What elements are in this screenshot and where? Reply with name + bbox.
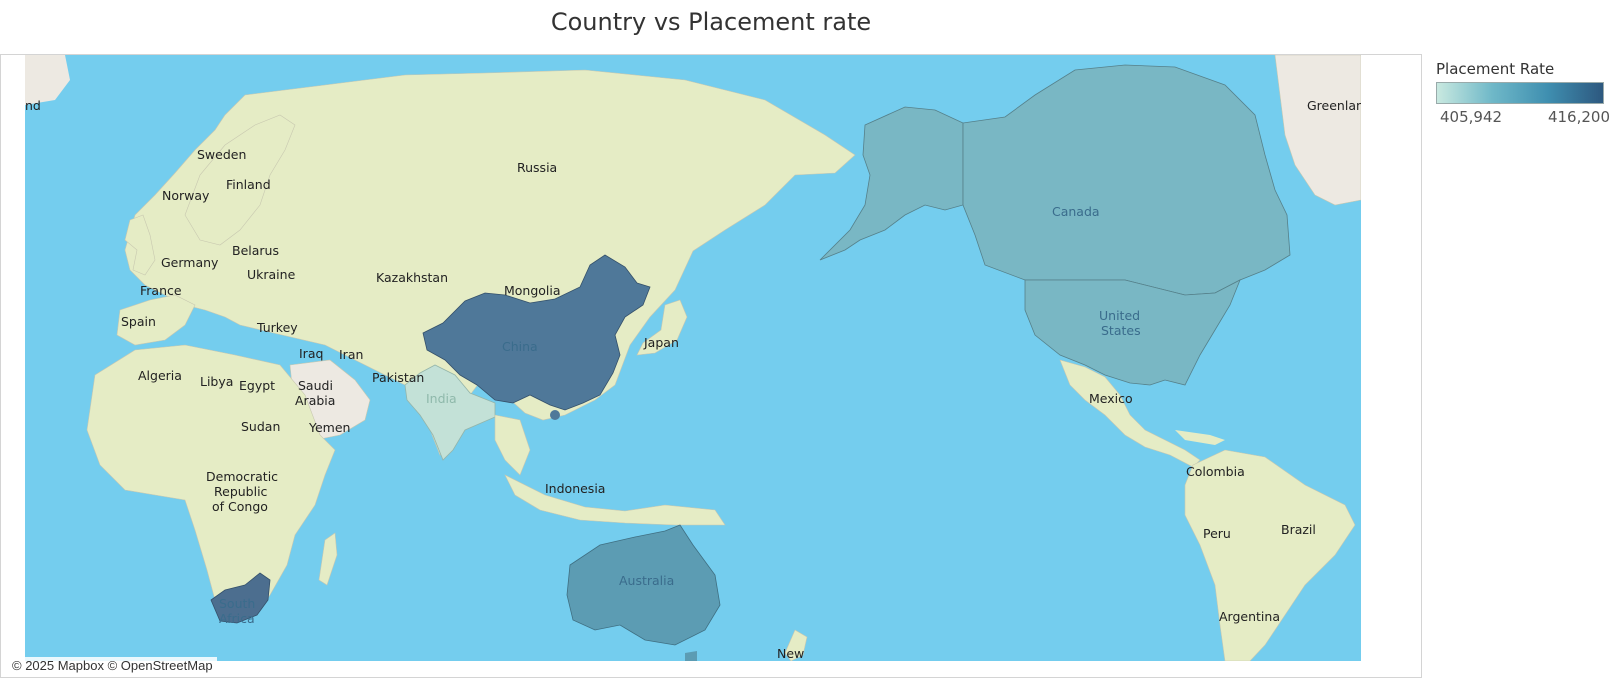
label-iceland: nd [25,98,41,113]
label-mexico: Mexico [1089,391,1133,406]
label-states: States [1101,323,1141,338]
legend-max-label: 416,200 [1547,108,1610,126]
label-turkey: Turkey [256,320,298,335]
country-china-island [550,410,560,420]
map-frame[interactable]: Russia Sweden Finland Norway Belarus Ger… [0,54,1422,678]
label-australia: Australia [619,573,674,588]
legend-gradient-bar [1436,82,1604,104]
label-sudan: Sudan [241,419,280,434]
label-south: South [219,596,255,611]
label-africa: Africa [219,611,255,626]
label-colombia: Colombia [1186,464,1245,479]
label-new: New [777,646,804,661]
land-west-europe [116,294,196,346]
label-china: China [502,339,538,354]
label-canada: Canada [1052,204,1100,219]
country-united-states [1024,279,1241,386]
label-libya: Libya [200,374,233,389]
legend-labels: 405,942 416,200 [1436,108,1610,128]
label-pakistan: Pakistan [372,370,424,385]
country-australia [566,524,721,646]
land-south-america [1184,449,1356,661]
land-indonesia [504,474,726,526]
choropleth-map[interactable]: Russia Sweden Finland Norway Belarus Ger… [25,55,1361,661]
color-legend: Placement Rate 405,942 416,200 [1436,60,1610,128]
label-india: India [426,391,457,406]
label-iran: Iran [339,347,363,362]
land-mexico [1059,359,1201,468]
country-south-africa [210,572,271,624]
label-of-congo: of Congo [212,499,268,514]
label-brazil: Brazil [1281,522,1316,537]
land-madagascar [318,532,338,586]
country-china [422,254,651,411]
label-argentina: Argentina [1219,609,1280,624]
country-united-states-alaska [819,106,964,261]
label-japan: Japan [643,335,679,350]
label-iraq: Iraq [299,346,323,361]
label-saudi: Saudi [298,378,333,393]
label-egypt: Egypt [239,378,275,393]
label-greenland: Greenlan [1307,98,1361,113]
land-southeast-asia [494,414,531,476]
label-sweden: Sweden [197,147,246,162]
land-iceland [25,55,70,105]
country-india [404,364,496,461]
land-africa [86,344,336,621]
legend-title: Placement Rate [1436,60,1555,78]
label-arabia: Arabia [295,393,335,408]
label-peru: Peru [1203,526,1231,541]
label-kazakhstan: Kazakhstan [376,270,448,285]
label-russia: Russia [517,160,557,175]
land-new-zealand [784,629,808,661]
label-algeria: Algeria [138,368,182,383]
legend-min-label: 405,942 [1440,108,1503,126]
label-united: United [1099,308,1140,323]
label-france: France [140,283,182,298]
land-uk [124,214,156,276]
land-japan [636,299,688,356]
label-ukraine: Ukraine [247,267,296,282]
map-attribution[interactable]: © 2025 Mapbox © OpenStreetMap [8,657,217,674]
land-tasmania [685,651,697,661]
label-indonesia: Indonesia [545,481,605,496]
land-scandinavia [184,114,296,246]
label-democratic: Democratic [206,469,278,484]
land-caribbean [1175,430,1225,445]
label-norway: Norway [162,188,210,203]
land-greenland [1274,55,1361,206]
country-canada [962,64,1291,296]
label-spain: Spain [121,314,156,329]
label-yemen: Yemen [308,420,350,435]
chart-title: Country vs Placement rate [550,8,872,36]
label-finland: Finland [226,177,271,192]
label-mongolia: Mongolia [504,283,561,298]
label-belarus: Belarus [232,243,279,258]
label-republic: Republic [214,484,268,499]
label-germany: Germany [161,255,219,270]
